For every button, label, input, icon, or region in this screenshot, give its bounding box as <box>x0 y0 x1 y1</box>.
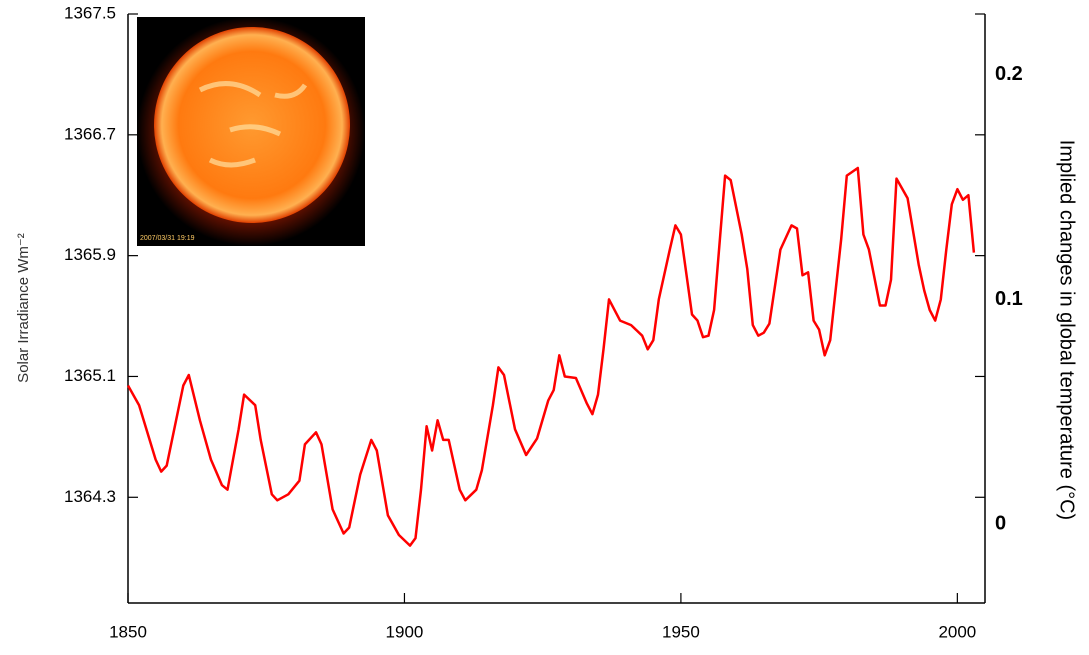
y-tick-label: 1367.5 <box>64 3 116 22</box>
inset-image: 2007/03/31 19:19 <box>137 17 365 246</box>
y-tick-label: 1365.9 <box>64 245 116 264</box>
y-axis-label: Solar Irradiance Wm⁻² <box>15 233 32 383</box>
x-tick-label: 1950 <box>662 622 700 641</box>
x-tick-label: 1900 <box>386 622 424 641</box>
y2-tick-label: 0.1 <box>995 288 1023 310</box>
y-tick-label: 1365.1 <box>64 366 116 385</box>
y2-tick-label: 0 <box>995 513 1006 535</box>
y-tick-label: 1366.7 <box>64 124 116 143</box>
y2-tick-label: 0.2 <box>995 63 1023 85</box>
x-tick-label: 1850 <box>109 622 147 641</box>
inset-caption: 2007/03/31 19:19 <box>140 235 195 242</box>
y2-axis-label: Implied changes in global temperature (°… <box>1056 140 1078 520</box>
y-tick-label: 1364.3 <box>64 487 116 506</box>
sun-detail <box>198 81 308 168</box>
x-tick-label: 2000 <box>938 622 976 641</box>
data-line <box>126 166 976 547</box>
